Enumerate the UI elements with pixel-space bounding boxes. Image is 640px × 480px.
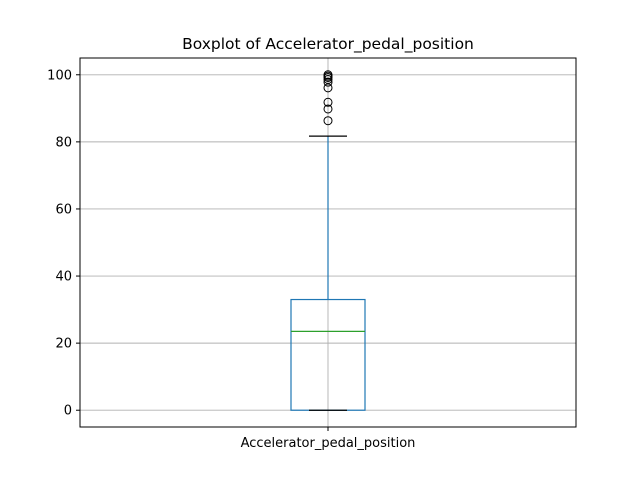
outlier-point bbox=[323, 77, 333, 87]
box-group bbox=[290, 135, 366, 411]
y-tick-label: 40 bbox=[55, 270, 72, 285]
y-tick-label: 0 bbox=[64, 404, 72, 419]
outlier-point bbox=[323, 104, 333, 114]
outlier-point bbox=[323, 116, 333, 126]
outlier-point bbox=[323, 97, 333, 107]
y-tick-label: 60 bbox=[55, 202, 72, 217]
outlier-points bbox=[323, 70, 333, 126]
outlier-point bbox=[323, 70, 333, 80]
y-tick-label: 20 bbox=[55, 337, 72, 352]
chart-title: Boxplot of Accelerator_pedal_position bbox=[182, 35, 474, 54]
x-axis-ticks: Accelerator_pedal_position bbox=[241, 427, 416, 451]
y-axis-ticks: 0 20 40 60 80 100 bbox=[47, 68, 80, 419]
x-tick-label: Accelerator_pedal_position bbox=[241, 436, 416, 451]
y-tick-label: 100 bbox=[47, 68, 72, 83]
y-tick-label: 80 bbox=[55, 135, 72, 150]
